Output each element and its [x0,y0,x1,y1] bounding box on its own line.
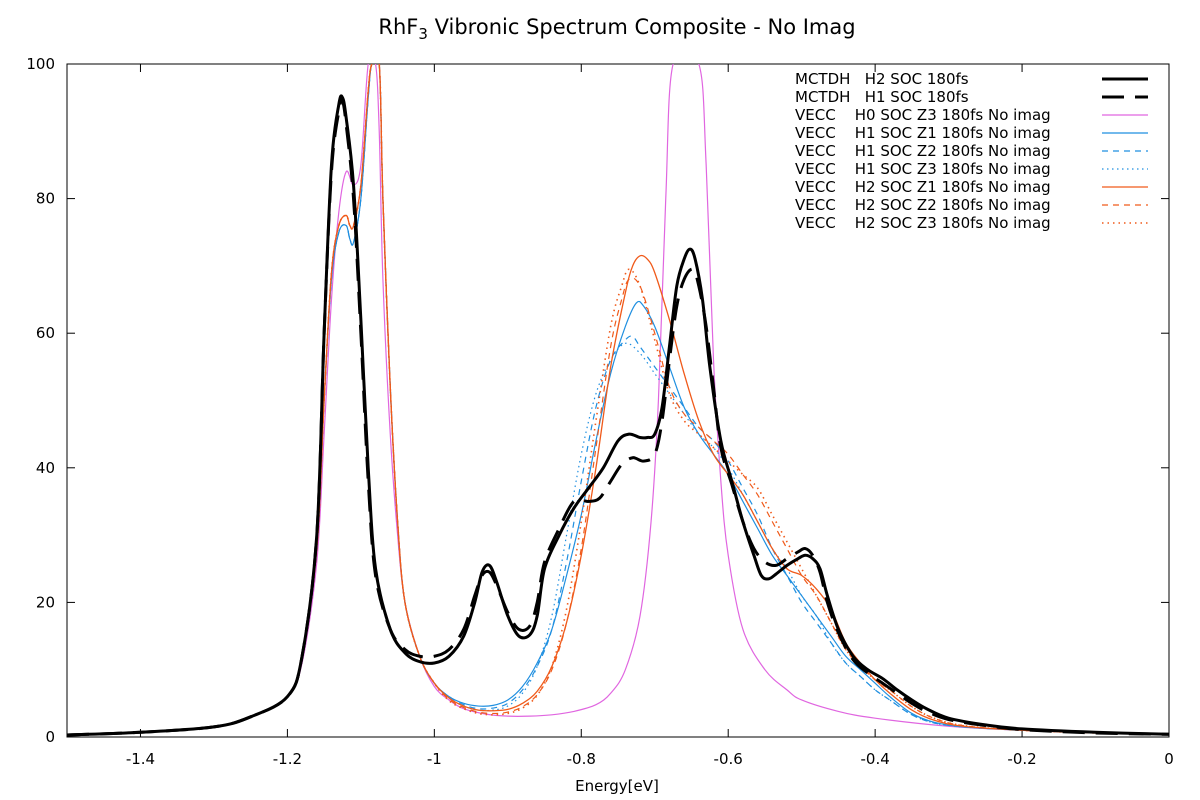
y-tick-label: 20 [36,593,55,611]
y-tick-label: 100 [26,55,55,73]
chart-title: RhF3 Vibronic Spectrum Composite - No Im… [378,15,855,43]
legend-label: VECC H1 SOC Z3 180fs No imag [795,160,1051,178]
series-line-4 [67,64,1169,736]
x-axis: -1.4 -1.2 -1 -0.8 -0.6 -0.4 -0.2 0 [126,64,1174,768]
y-tick-label: 0 [45,728,55,746]
chart-title-main: RhF [378,15,418,39]
series-line-0 [67,94,1169,737]
legend-label: MCTDH H2 SOC 180fs [795,70,969,88]
y-tick-label: 40 [36,459,55,477]
plot-frame [66,63,1170,738]
series-line-6 [67,64,1169,736]
x-tick-label: 0 [1164,750,1174,768]
chart-title-subscript: 3 [418,25,428,43]
y-tick-label: 80 [36,190,55,208]
legend-label: VECC H1 SOC Z2 180fs No imag [795,142,1051,160]
legend-label: VECC H1 SOC Z1 180fs No imag [795,124,1051,142]
x-tick-label: -1.4 [126,750,155,768]
series-line-8 [67,64,1169,736]
series-line-2 [67,64,1169,735]
legend-label: MCTDH H1 SOC 180fs [795,88,969,106]
chart-title-rest: Vibronic Spectrum Composite - No Imag [428,15,856,39]
legend-label: VECC H0 SOC Z3 180fs No imag [795,106,1051,124]
x-tick-label: -0.2 [1007,750,1036,768]
x-axis-label: Energy[eV] [575,777,659,795]
legend-label: VECC H2 SOC Z1 180fs No imag [795,178,1051,196]
y-axis: 0 20 40 60 80 100 [26,55,1169,746]
x-tick-label: -0.8 [567,750,596,768]
x-tick-label: -0.6 [714,750,743,768]
x-tick-label: -0.4 [860,750,889,768]
x-tick-label: -1 [427,750,442,768]
y-tick-label: 60 [36,324,55,342]
series-layer [67,64,1169,737]
x-tick-label: -1.2 [273,750,302,768]
legend-label: VECC H2 SOC Z2 180fs No imag [795,196,1051,214]
legend-label: VECC H2 SOC Z3 180fs No imag [795,214,1051,232]
